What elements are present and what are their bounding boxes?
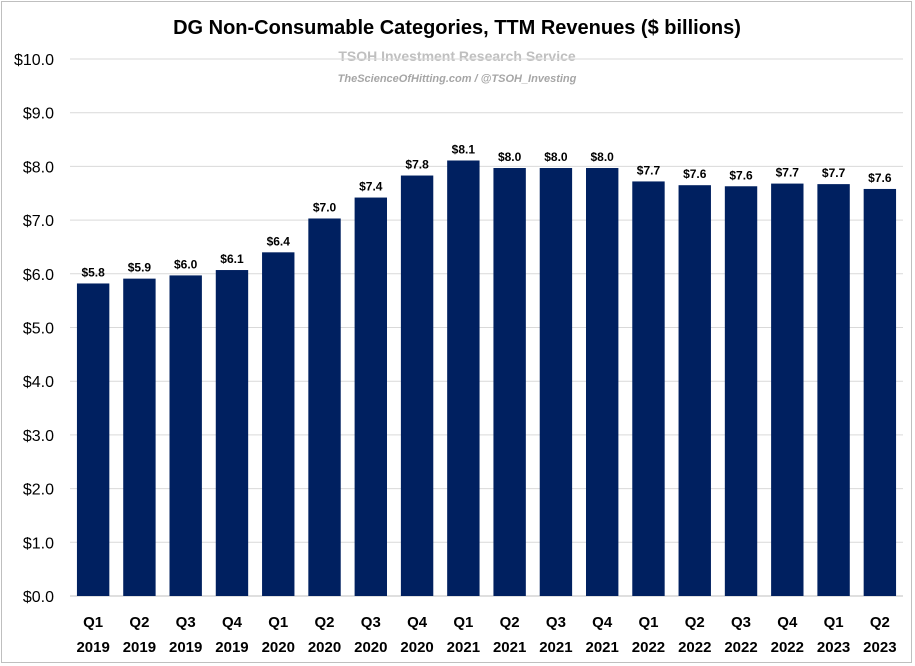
x-tick-year: 2020: [262, 639, 295, 656]
x-tick-year: 2022: [724, 639, 757, 656]
x-tick-year: 2020: [308, 639, 341, 656]
x-tick-quarter: Q3: [546, 614, 566, 631]
data-label: $7.0: [313, 200, 337, 214]
data-label: $7.6: [729, 168, 753, 182]
bar: [863, 188, 897, 597]
x-tick-year: 2019: [123, 639, 156, 656]
x-tick-quarter: Q4: [222, 614, 243, 631]
x-tick-year: 2021: [586, 639, 619, 656]
x-tick-quarter: Q4: [407, 614, 428, 631]
bar: [771, 183, 804, 597]
x-tick-quarter: Q3: [361, 614, 381, 631]
data-label: $7.8: [405, 158, 429, 172]
bar: [262, 252, 295, 596]
x-tick-quarter: Q4: [592, 614, 613, 631]
x-tick-year: 2023: [863, 639, 896, 656]
bar: [632, 181, 665, 596]
data-label: $5.9: [128, 261, 152, 275]
bar: [447, 160, 480, 597]
bar: [678, 185, 711, 596]
bar: [539, 168, 573, 597]
x-tick-quarter: Q1: [453, 614, 473, 631]
data-labels: $5.8 $5.9 $6.0 $6.1 $6.4 $7.0 $7.4 $7.8 $8.1 $8.0…: [81, 142, 891, 279]
y-tick-label: $1.0: [23, 535, 54, 552]
data-label: $7.7: [776, 166, 800, 180]
x-tick-year: 2022: [632, 639, 665, 656]
x-tick-year: 2021: [493, 639, 526, 656]
watermark-line-2: TheScienceOfHitting.com / @TSOH_Investin…: [338, 73, 577, 85]
y-tick-label: $6.0: [23, 267, 54, 284]
x-tick-year: 2020: [354, 639, 387, 656]
y-tick-label: $0.0: [23, 589, 54, 606]
y-tick-label: $7.0: [23, 213, 54, 230]
gridlines: [70, 58, 903, 597]
x-tick-quarter: Q2: [500, 614, 520, 631]
x-tick-year: 2022: [678, 639, 711, 656]
x-tick-quarter: Q3: [731, 614, 751, 631]
data-label: $7.4: [359, 180, 383, 194]
bar: [354, 197, 388, 596]
data-label: $7.7: [822, 166, 846, 180]
data-label: $8.0: [498, 150, 522, 164]
chart-title: DG Non-Consumable Categories, TTM Revenu…: [173, 17, 741, 39]
data-label: $7.6: [683, 167, 707, 181]
data-label: $8.0: [544, 150, 568, 164]
x-tick-quarter: Q1: [638, 614, 658, 631]
y-tick-label: $3.0: [23, 428, 54, 445]
bar: [123, 278, 156, 596]
x-axis-ticks: Q1 2019 Q2 2019 Q3 2019 Q4 2019 Q1 2020 Q2 2020 Q3 20…: [76, 614, 896, 656]
x-tick-quarter: Q1: [83, 614, 103, 631]
watermark-line-1: TSOH Investment Research Service: [338, 48, 576, 64]
x-tick-quarter: Q2: [129, 614, 149, 631]
x-tick-year: 2019: [215, 639, 248, 656]
bar: [400, 175, 434, 597]
x-tick-quarter: Q2: [685, 614, 705, 631]
y-tick-label: $9.0: [23, 106, 54, 123]
bar: [215, 270, 249, 596]
bar: [493, 168, 526, 597]
x-tick-year: 2021: [539, 639, 572, 656]
x-tick-year: 2019: [169, 639, 202, 656]
data-label: $6.0: [174, 257, 198, 271]
data-label: $5.8: [81, 265, 105, 279]
data-label: $7.6: [868, 171, 892, 185]
y-axis-ticks: $0.0 $1.0 $2.0 $3.0 $4.0 $5.0 $6.0 $7.0 $8.0 $9.0…: [14, 52, 54, 606]
x-tick-quarter: Q4: [777, 614, 798, 631]
data-label: $8.1: [452, 142, 476, 156]
y-tick-label: $5.0: [23, 321, 54, 338]
x-tick-quarter: Q1: [824, 614, 844, 631]
x-tick-year: 2023: [817, 639, 850, 656]
x-tick-year: 2019: [76, 639, 109, 656]
data-label: $7.7: [637, 163, 661, 177]
y-tick-label: $4.0: [23, 374, 54, 391]
x-tick-quarter: Q3: [176, 614, 196, 631]
x-tick-quarter: Q2: [315, 614, 335, 631]
bar: [169, 275, 202, 596]
data-label: $6.4: [267, 234, 291, 248]
bar: [585, 168, 619, 597]
bars: [76, 160, 897, 597]
data-label: $8.0: [591, 150, 615, 164]
bar: [817, 184, 850, 596]
x-tick-quarter: Q2: [870, 614, 890, 631]
data-label: $6.1: [220, 252, 244, 266]
x-tick-quarter: Q1: [268, 614, 288, 631]
x-tick-year: 2021: [447, 639, 480, 656]
y-tick-label: $10.0: [14, 52, 54, 69]
bar: [308, 218, 341, 596]
x-tick-year: 2022: [771, 639, 804, 656]
bar: [76, 283, 110, 596]
x-tick-year: 2020: [400, 639, 433, 656]
y-tick-label: $8.0: [23, 159, 54, 176]
bar: [724, 186, 758, 597]
y-tick-label: $2.0: [23, 482, 54, 499]
